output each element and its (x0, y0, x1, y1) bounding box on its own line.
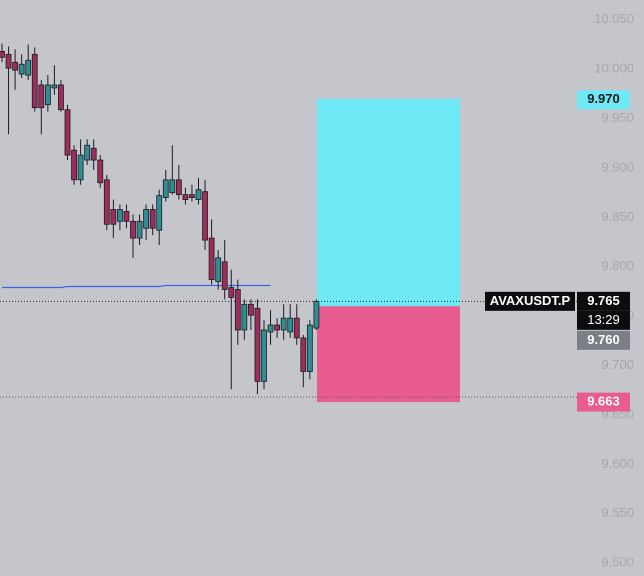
candle-body (274, 324, 281, 331)
candle-body (136, 220, 143, 239)
candle-body (306, 324, 313, 372)
candle-body (162, 179, 169, 198)
stop-label-bg (577, 392, 630, 412)
candle-body (110, 209, 117, 225)
candle-body (175, 179, 182, 196)
candle-body (189, 194, 195, 198)
candle-body (221, 261, 228, 290)
candle-body (313, 300, 320, 329)
candle-body (123, 211, 130, 222)
candle-body (182, 194, 189, 200)
candle-body (44, 84, 51, 106)
y-tick-label: 9.950 (601, 110, 634, 125)
symbol-label-bg (485, 291, 575, 311)
candle-body (90, 147, 97, 161)
candle-body (25, 59, 32, 76)
y-tick-label: 9.500 (601, 555, 634, 570)
last-price-label: 9.765 (587, 293, 620, 308)
candle-body (77, 154, 84, 181)
target-label: 9.970 (587, 91, 620, 106)
candle-body (38, 84, 45, 109)
candle-body (169, 179, 176, 194)
y-tick-label: 9.900 (601, 159, 634, 174)
candle-body (228, 287, 235, 298)
candle-body (300, 337, 307, 372)
candle-body (280, 317, 287, 331)
candle-body (130, 220, 136, 239)
candle-body (31, 53, 38, 109)
last-price-label-bg (577, 291, 630, 311)
candle-body (261, 329, 267, 382)
y-tick-label: 9.850 (601, 209, 634, 224)
candle-body (103, 179, 110, 225)
candle-body (143, 209, 150, 229)
candle-body (51, 84, 58, 89)
y-tick-label: 9.700 (601, 357, 634, 372)
loss-zone (317, 306, 460, 403)
entry-label: 9.760 (587, 332, 620, 347)
entry-label-bg (577, 330, 630, 350)
candle-body (202, 191, 208, 241)
candle-body (267, 324, 274, 333)
candle-body (18, 63, 25, 75)
candle-body (12, 61, 19, 71)
candle-body (195, 189, 202, 200)
candle-body (208, 237, 215, 281)
candle-body (117, 209, 123, 222)
y-tick-label: 10.000 (594, 61, 634, 76)
candle-body (287, 317, 294, 333)
candle-body (5, 53, 12, 69)
candle-body (293, 317, 300, 339)
candle-body (97, 159, 104, 184)
candle-body (58, 84, 64, 111)
candle-body (84, 144, 91, 161)
profit-zone (317, 98, 460, 307)
candle-body (247, 303, 254, 316)
y-tick-label: 9.550 (601, 505, 634, 520)
y-tick-label: 9.800 (601, 258, 634, 273)
target-label-bg (577, 90, 630, 110)
candle-body (0, 50, 5, 58)
candle-body (71, 149, 77, 181)
candle-body (156, 195, 163, 231)
candle-body (241, 303, 248, 331)
y-tick-label: 9.600 (601, 456, 634, 471)
stop-label: 9.663 (587, 394, 620, 409)
candle-body (254, 307, 261, 382)
candle-body (234, 289, 241, 331)
candle-body (64, 109, 71, 156)
y-tick-label: 10.050 (594, 11, 634, 26)
candle-body (215, 257, 222, 282)
candle-body (149, 209, 156, 229)
symbol-label: AVAXUSDT.P (490, 293, 571, 308)
countdown: 13:29 (587, 312, 620, 327)
countdown-bg (577, 310, 630, 330)
